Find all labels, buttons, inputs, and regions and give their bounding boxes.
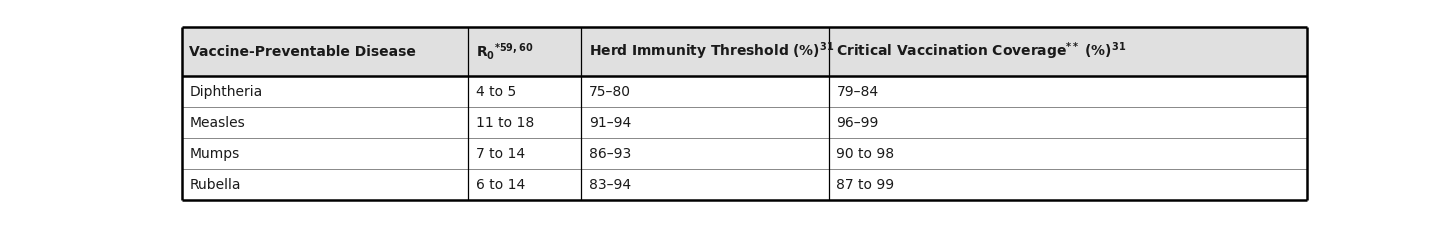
Bar bbox=[182, 169, 1307, 200]
Bar bbox=[182, 76, 1307, 107]
Text: 91–94: 91–94 bbox=[590, 116, 632, 130]
Text: 83–94: 83–94 bbox=[590, 178, 632, 192]
Text: Rubella: Rubella bbox=[189, 178, 241, 192]
Text: Mumps: Mumps bbox=[189, 147, 240, 161]
Text: 6 to 14: 6 to 14 bbox=[476, 178, 526, 192]
Text: 7 to 14: 7 to 14 bbox=[476, 147, 526, 161]
Text: 96–99: 96–99 bbox=[836, 116, 878, 130]
Text: 4 to 5: 4 to 5 bbox=[476, 85, 517, 99]
Bar bbox=[182, 27, 1307, 76]
Text: $\mathbf{Critical\ Vaccination\ Coverage^{**}\ (\%)}$$\mathbf{^{31}}$: $\mathbf{Critical\ Vaccination\ Coverage… bbox=[836, 41, 1127, 63]
Bar bbox=[182, 138, 1307, 169]
Text: Measles: Measles bbox=[189, 116, 245, 130]
Text: Vaccine-Preventable Disease: Vaccine-Preventable Disease bbox=[189, 45, 417, 59]
Text: $\mathbf{Herd\ Immunity\ Threshold\ (\%)}$$\mathbf{^{31}}$: $\mathbf{Herd\ Immunity\ Threshold\ (\%)… bbox=[590, 41, 833, 63]
Bar bbox=[182, 107, 1307, 138]
Text: 75–80: 75–80 bbox=[590, 85, 630, 99]
Text: 86–93: 86–93 bbox=[590, 147, 632, 161]
Text: 87 to 99: 87 to 99 bbox=[836, 178, 894, 192]
Text: Diphtheria: Diphtheria bbox=[189, 85, 263, 99]
Text: 90 to 98: 90 to 98 bbox=[836, 147, 894, 161]
Text: $\mathbf{R_0}$$\mathbf{^{*59,60}}$: $\mathbf{R_0}$$\mathbf{^{*59,60}}$ bbox=[476, 41, 534, 62]
Text: 11 to 18: 11 to 18 bbox=[476, 116, 534, 130]
Text: 79–84: 79–84 bbox=[836, 85, 878, 99]
